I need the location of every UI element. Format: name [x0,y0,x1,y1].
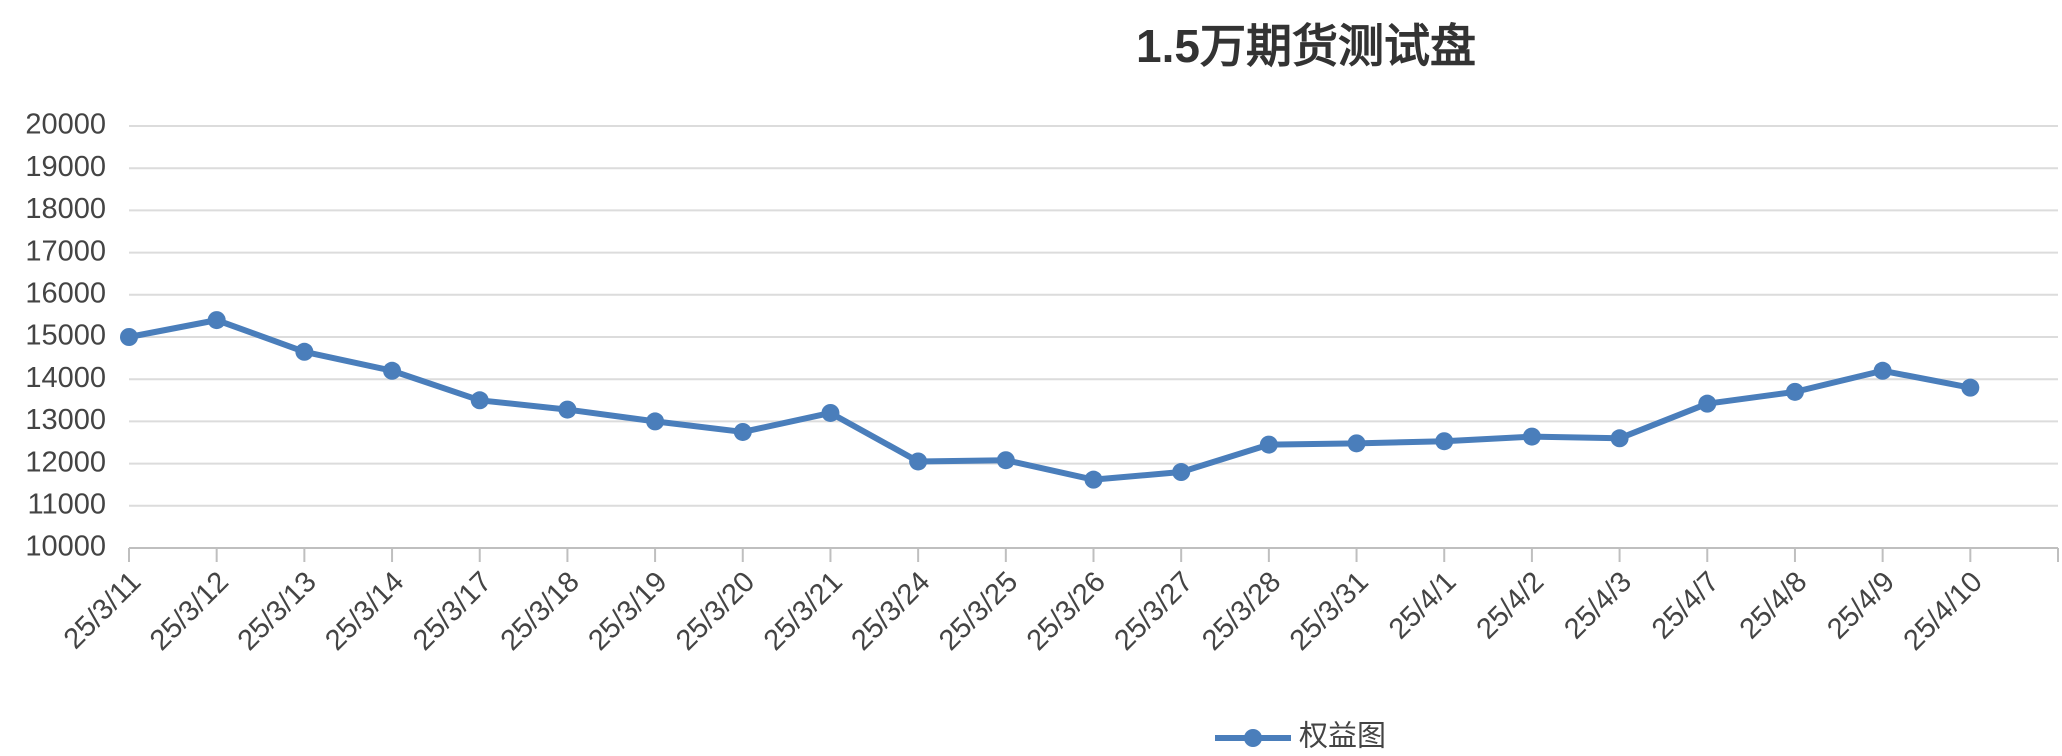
data-point [1610,429,1629,448]
y-tick-label: 20000 [25,109,106,141]
x-tick-label: 25/3/25 [933,566,1024,657]
data-point [909,452,928,471]
data-point [1435,432,1454,451]
x-tick-label: 25/3/13 [232,566,323,657]
data-point [1785,382,1804,401]
x-tick-label: 25/3/20 [670,566,761,657]
x-tick-label: 25/4/10 [1898,566,1989,657]
x-tick-label: 25/3/12 [144,566,235,657]
data-point [383,361,402,380]
y-tick-label: 10000 [25,531,106,563]
data-point [733,422,752,441]
legend-marker [1244,729,1262,747]
data-point [1698,394,1717,413]
y-tick-label: 14000 [25,362,106,394]
data-point [470,391,489,410]
data-point [1961,378,1980,397]
y-tick-label: 16000 [25,277,106,309]
data-point [1259,435,1278,454]
data-point [1873,361,1892,380]
data-point [295,342,314,361]
x-tick-label: 25/3/26 [1021,566,1112,657]
x-tick-label: 25/3/31 [1284,566,1375,657]
x-tick-label: 25/4/3 [1558,566,1638,646]
data-point [821,403,840,422]
series-line [128,317,1971,483]
y-tick-label: 12000 [25,446,106,478]
y-tick-label: 11000 [28,488,107,520]
data-point [207,311,226,330]
data-point [558,400,577,419]
x-tick-label: 25/3/28 [1196,566,1287,657]
x-tick-label: 25/3/21 [758,566,849,657]
y-tick-label: 17000 [25,235,106,267]
data-point [120,328,138,346]
x-tick-label: 25/3/11 [58,566,148,656]
x-tick-label: 25/4/1 [1383,566,1463,646]
data-point [1172,463,1191,482]
data-point [1347,434,1366,453]
y-tick-label: 19000 [25,151,106,183]
data-point [1084,470,1103,489]
data-point [996,451,1015,470]
legend-label: 权益图 [1299,720,1386,753]
x-tick-label: 25/3/27 [1108,566,1199,657]
data-point [646,412,665,431]
x-tick-label: 25/4/9 [1821,566,1901,646]
x-tick-label: 25/4/7 [1646,566,1726,646]
data-point [1522,427,1541,446]
y-tick-label: 15000 [25,320,106,352]
x-tick-label: 25/3/24 [845,566,936,657]
x-tick-label: 25/4/2 [1471,566,1551,646]
chart-title: 1.5万期货测试盘 [1136,20,1476,72]
x-tick-label: 25/3/17 [407,566,498,657]
x-tick-label: 25/3/18 [495,566,586,657]
y-tick-label: 18000 [25,193,106,225]
y-tick-label: 13000 [25,404,106,436]
x-tick-label: 25/3/14 [319,566,410,657]
x-tick-label: 25/4/8 [1734,566,1814,646]
x-tick-label: 25/3/19 [582,566,673,657]
